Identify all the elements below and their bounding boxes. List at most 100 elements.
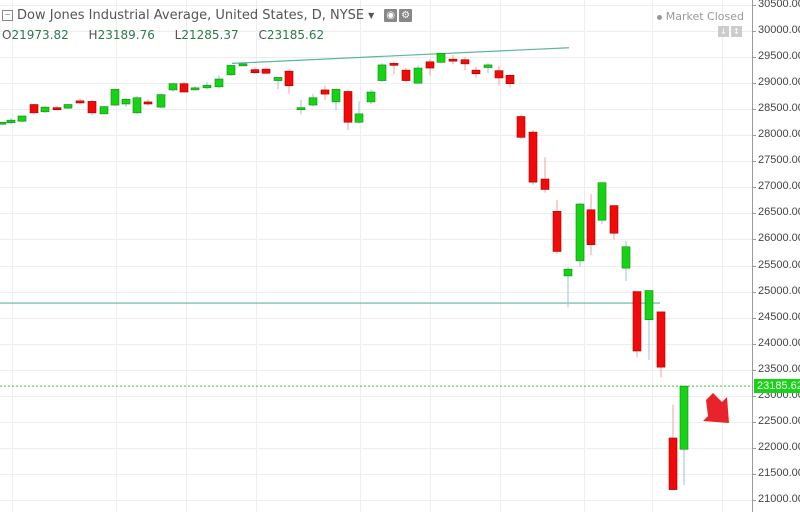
close-value: 23185.62 bbox=[266, 28, 325, 42]
candle bbox=[261, 67, 271, 75]
candle bbox=[354, 101, 364, 124]
price-tick-label: 22000.00 bbox=[758, 441, 800, 453]
candle bbox=[121, 97, 131, 108]
high-value: 23189.76 bbox=[97, 28, 155, 42]
candle bbox=[168, 83, 178, 92]
candle bbox=[156, 93, 166, 109]
price-tick-label: 24000.00 bbox=[758, 337, 800, 349]
candle bbox=[0, 121, 7, 125]
price-tick-label: 27500.00 bbox=[758, 154, 800, 166]
drawn-lines[interactable] bbox=[0, 47, 752, 387]
price-tick-label: 21500.00 bbox=[758, 467, 800, 479]
price-tick-label: 26000.00 bbox=[758, 232, 800, 244]
price-tick-label: 29500.00 bbox=[758, 50, 800, 62]
eye-icon[interactable]: ◉ bbox=[384, 9, 398, 22]
price-tick-label: 30500.00 bbox=[758, 0, 800, 10]
candle bbox=[575, 203, 585, 267]
down-arrow-icon bbox=[703, 393, 729, 423]
candle bbox=[343, 89, 353, 131]
candle bbox=[52, 106, 62, 111]
low-value: 21285.37 bbox=[181, 28, 239, 42]
price-tick-label: 30000.00 bbox=[758, 24, 800, 36]
price-tick-label: 28000.00 bbox=[758, 128, 800, 140]
candle bbox=[540, 157, 550, 193]
symbol-title[interactable]: Dow Jones Industrial Average, United Sta… bbox=[17, 8, 365, 23]
candle bbox=[668, 404, 678, 490]
high-label: H bbox=[88, 28, 98, 42]
candle bbox=[377, 63, 387, 83]
candle bbox=[87, 99, 97, 115]
candle bbox=[190, 86, 200, 91]
candle bbox=[29, 104, 39, 115]
scale-down-icon[interactable]: ↓ bbox=[718, 26, 729, 37]
candle bbox=[401, 68, 411, 83]
open-label: O bbox=[2, 28, 12, 42]
candle bbox=[320, 85, 330, 100]
candle bbox=[552, 199, 562, 255]
candle bbox=[597, 182, 607, 224]
candle bbox=[143, 99, 153, 106]
candle bbox=[40, 106, 50, 113]
price-axis[interactable] bbox=[752, 5, 756, 501]
candle bbox=[284, 69, 294, 94]
minus-box-icon[interactable]: − bbox=[2, 10, 13, 21]
gear-icon[interactable]: ⚙ bbox=[399, 9, 413, 22]
last-price-tag: 23185.62 bbox=[754, 379, 800, 394]
candle bbox=[202, 82, 212, 90]
candle bbox=[448, 55, 458, 65]
open-value: 21973.82 bbox=[11, 28, 69, 42]
candle bbox=[413, 65, 423, 84]
candle bbox=[471, 67, 481, 78]
candle bbox=[621, 241, 631, 282]
price-tick-label: 25000.00 bbox=[758, 285, 800, 297]
price-tick-label: 28500.00 bbox=[758, 102, 800, 114]
price-tick-label: 23500.00 bbox=[758, 363, 800, 375]
market-status-label: Market Closed bbox=[665, 10, 744, 23]
candle bbox=[132, 96, 142, 114]
candle bbox=[563, 267, 573, 308]
market-status: Market Closed bbox=[656, 10, 744, 23]
candle bbox=[238, 63, 248, 67]
price-tick-label: 26500.00 bbox=[758, 206, 800, 218]
candle bbox=[586, 194, 596, 256]
candle bbox=[494, 65, 504, 86]
candle bbox=[99, 106, 109, 115]
candle bbox=[679, 385, 689, 486]
price-tick-label: 21000.00 bbox=[758, 493, 800, 505]
candle bbox=[17, 115, 27, 123]
price-tick-label: 24500.00 bbox=[758, 311, 800, 323]
price-tick-label: 22500.00 bbox=[758, 415, 800, 427]
candle bbox=[179, 81, 189, 93]
candle bbox=[389, 61, 399, 75]
scale-buttons: ↓ ↕ bbox=[718, 26, 742, 37]
candle bbox=[516, 114, 526, 140]
close-label: C bbox=[258, 28, 267, 42]
candle bbox=[644, 290, 654, 360]
candle bbox=[308, 93, 318, 107]
trendline[interactable] bbox=[231, 47, 570, 64]
candle bbox=[226, 64, 236, 76]
candles bbox=[0, 52, 689, 490]
candle bbox=[632, 291, 642, 358]
candle bbox=[425, 59, 435, 76]
price-tick-label: 29000.00 bbox=[758, 76, 800, 88]
caret-down-icon[interactable]: ▼ bbox=[368, 11, 375, 20]
candle bbox=[63, 104, 73, 109]
candle bbox=[296, 99, 306, 115]
candle bbox=[273, 77, 283, 90]
grid bbox=[0, 0, 752, 512]
candle bbox=[6, 118, 16, 125]
candle bbox=[505, 74, 515, 88]
candle bbox=[460, 57, 470, 71]
low-label: L bbox=[174, 28, 182, 42]
chart-header: − Dow Jones Industrial Average, United S… bbox=[2, 8, 413, 23]
candle bbox=[436, 52, 446, 64]
status-dot-icon bbox=[656, 14, 662, 20]
scale-fit-icon[interactable]: ↕ bbox=[731, 26, 742, 37]
ohlc-values: O21973.82 H23189.76 L21285.37 C23185.62 bbox=[2, 28, 340, 42]
candle bbox=[214, 75, 224, 89]
candle bbox=[75, 98, 85, 104]
candle bbox=[656, 311, 666, 378]
candle bbox=[110, 88, 120, 107]
